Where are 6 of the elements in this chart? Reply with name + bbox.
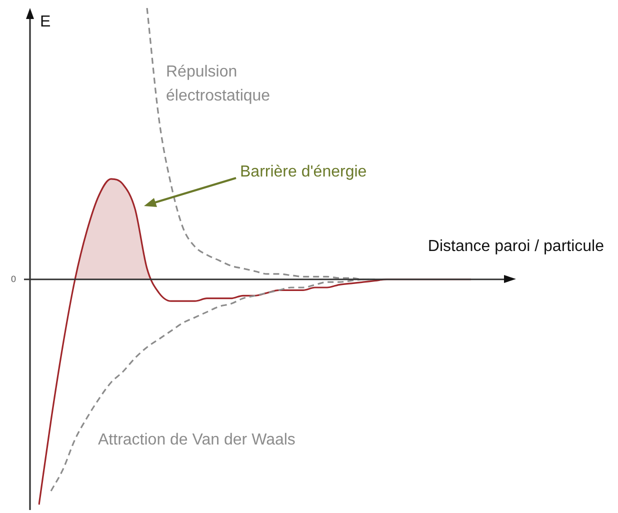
- annotation: Barrière d'énergie: [240, 163, 367, 180]
- text: 0: [10, 274, 16, 284]
- y-axis-title: E: [40, 13, 51, 30]
- series-label: Répulsion électrostatique: [166, 63, 270, 104]
- x-axis-title: Distance paroi / particule: [428, 238, 604, 255]
- series-label: Attraction de Van der Waals: [98, 431, 296, 448]
